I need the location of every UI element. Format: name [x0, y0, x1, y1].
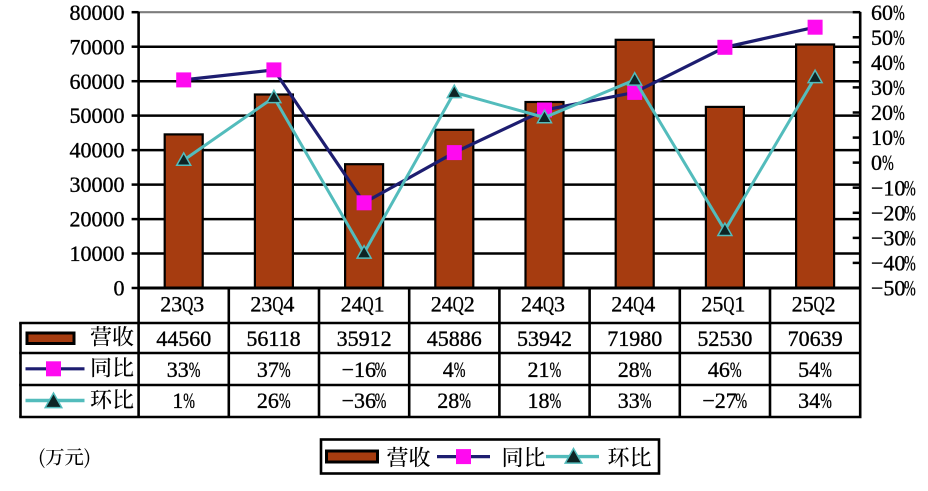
svg-text:−16: −16	[342, 357, 376, 382]
svg-text:%: %	[375, 358, 387, 382]
svg-text:%: %	[640, 389, 652, 413]
svg-text:%: %	[459, 389, 471, 413]
svg-text:3: 3	[193, 291, 204, 316]
svg-text:%: %	[735, 389, 747, 413]
svg-text:%: %	[550, 389, 562, 413]
svg-text:%: %	[882, 151, 894, 175]
svg-text:71980: 71980	[607, 326, 662, 351]
svg-text:Q: Q	[453, 293, 464, 317]
svg-text:37: 37	[257, 357, 279, 382]
svg-text:70639: 70639	[788, 326, 843, 351]
svg-text:%: %	[893, 101, 905, 125]
svg-text:52530: 52530	[697, 326, 752, 351]
svg-text:%: %	[820, 389, 832, 413]
svg-text:3: 3	[554, 291, 565, 316]
svg-text:24: 24	[341, 291, 363, 316]
svg-text:2: 2	[825, 291, 836, 316]
svg-text:%: %	[279, 389, 291, 413]
svg-text:1: 1	[172, 388, 183, 413]
svg-text:34: 34	[798, 388, 820, 413]
svg-text:−50: −50	[871, 276, 905, 301]
svg-text:20: 20	[871, 100, 893, 125]
svg-text:24: 24	[521, 291, 543, 316]
svg-text:28: 28	[618, 357, 640, 382]
svg-text:Q: Q	[543, 293, 554, 317]
svg-text:40000: 40000	[70, 138, 125, 163]
svg-text:24: 24	[611, 291, 633, 316]
svg-text:20000: 20000	[70, 207, 125, 232]
svg-text:60000: 60000	[70, 69, 125, 94]
svg-text:−27: −27	[702, 388, 736, 413]
svg-text:%: %	[454, 358, 466, 382]
svg-text:25: 25	[792, 291, 814, 316]
svg-text:Q: Q	[182, 293, 193, 317]
svg-text:%: %	[640, 358, 652, 382]
svg-text:%: %	[550, 358, 562, 382]
svg-text:Q: Q	[633, 293, 644, 317]
svg-text:35912: 35912	[337, 326, 392, 351]
svg-text:18: 18	[528, 388, 550, 413]
svg-text:%: %	[904, 277, 916, 301]
svg-text:80000: 80000	[70, 0, 125, 25]
svg-text:%: %	[183, 389, 195, 413]
svg-text:10000: 10000	[70, 241, 125, 266]
svg-text:60: 60	[871, 0, 893, 25]
svg-text:30: 30	[871, 75, 893, 100]
svg-text:53942: 53942	[517, 326, 572, 351]
svg-text:0: 0	[871, 150, 882, 175]
svg-text:−40: −40	[871, 251, 905, 276]
svg-text:44560: 44560	[156, 326, 211, 351]
svg-text:33: 33	[618, 388, 640, 413]
svg-text:%: %	[904, 251, 916, 275]
svg-text:1: 1	[374, 291, 385, 316]
svg-text:%: %	[893, 1, 905, 25]
svg-text:%: %	[893, 126, 905, 150]
svg-text:10: 10	[871, 125, 893, 150]
svg-text:2: 2	[464, 291, 475, 316]
svg-text:50: 50	[871, 25, 893, 50]
svg-text:28: 28	[437, 388, 459, 413]
svg-text:%: %	[893, 51, 905, 75]
svg-text:%: %	[820, 358, 832, 382]
svg-text:Q: Q	[723, 293, 734, 317]
svg-text:Q: Q	[814, 293, 825, 317]
svg-text:45886: 45886	[427, 326, 482, 351]
svg-text:50000: 50000	[70, 103, 125, 128]
svg-text:%: %	[189, 358, 201, 382]
svg-text:%: %	[904, 201, 916, 225]
svg-text:Q: Q	[363, 293, 374, 317]
svg-text:21: 21	[528, 357, 550, 382]
svg-text:54: 54	[798, 357, 820, 382]
svg-text:%: %	[375, 389, 387, 413]
svg-text:24: 24	[431, 291, 453, 316]
svg-text:46: 46	[708, 357, 730, 382]
svg-text:%: %	[893, 26, 905, 50]
svg-text:%: %	[904, 176, 916, 200]
svg-text:%: %	[904, 226, 916, 250]
svg-text:4: 4	[443, 357, 454, 382]
svg-text:25: 25	[701, 291, 723, 316]
svg-text:−36: −36	[342, 388, 376, 413]
svg-text:70000: 70000	[70, 34, 125, 59]
svg-text:%: %	[730, 358, 742, 382]
svg-text:−30: −30	[871, 225, 905, 250]
svg-text:33: 33	[167, 357, 189, 382]
svg-text:56118: 56118	[246, 326, 300, 351]
svg-text:1: 1	[734, 291, 745, 316]
svg-text:40: 40	[871, 50, 893, 75]
svg-text:23: 23	[160, 291, 182, 316]
svg-text:26: 26	[257, 388, 279, 413]
svg-text:4: 4	[644, 291, 655, 316]
svg-text:%: %	[893, 76, 905, 100]
svg-text:Q: Q	[272, 293, 283, 317]
svg-text:4: 4	[283, 291, 294, 316]
svg-text:−10: −10	[871, 175, 905, 200]
svg-text:30000: 30000	[70, 172, 125, 197]
svg-text:0: 0	[114, 276, 125, 301]
svg-text:23: 23	[250, 291, 272, 316]
svg-text:−20: −20	[871, 200, 905, 225]
svg-text:%: %	[279, 358, 291, 382]
